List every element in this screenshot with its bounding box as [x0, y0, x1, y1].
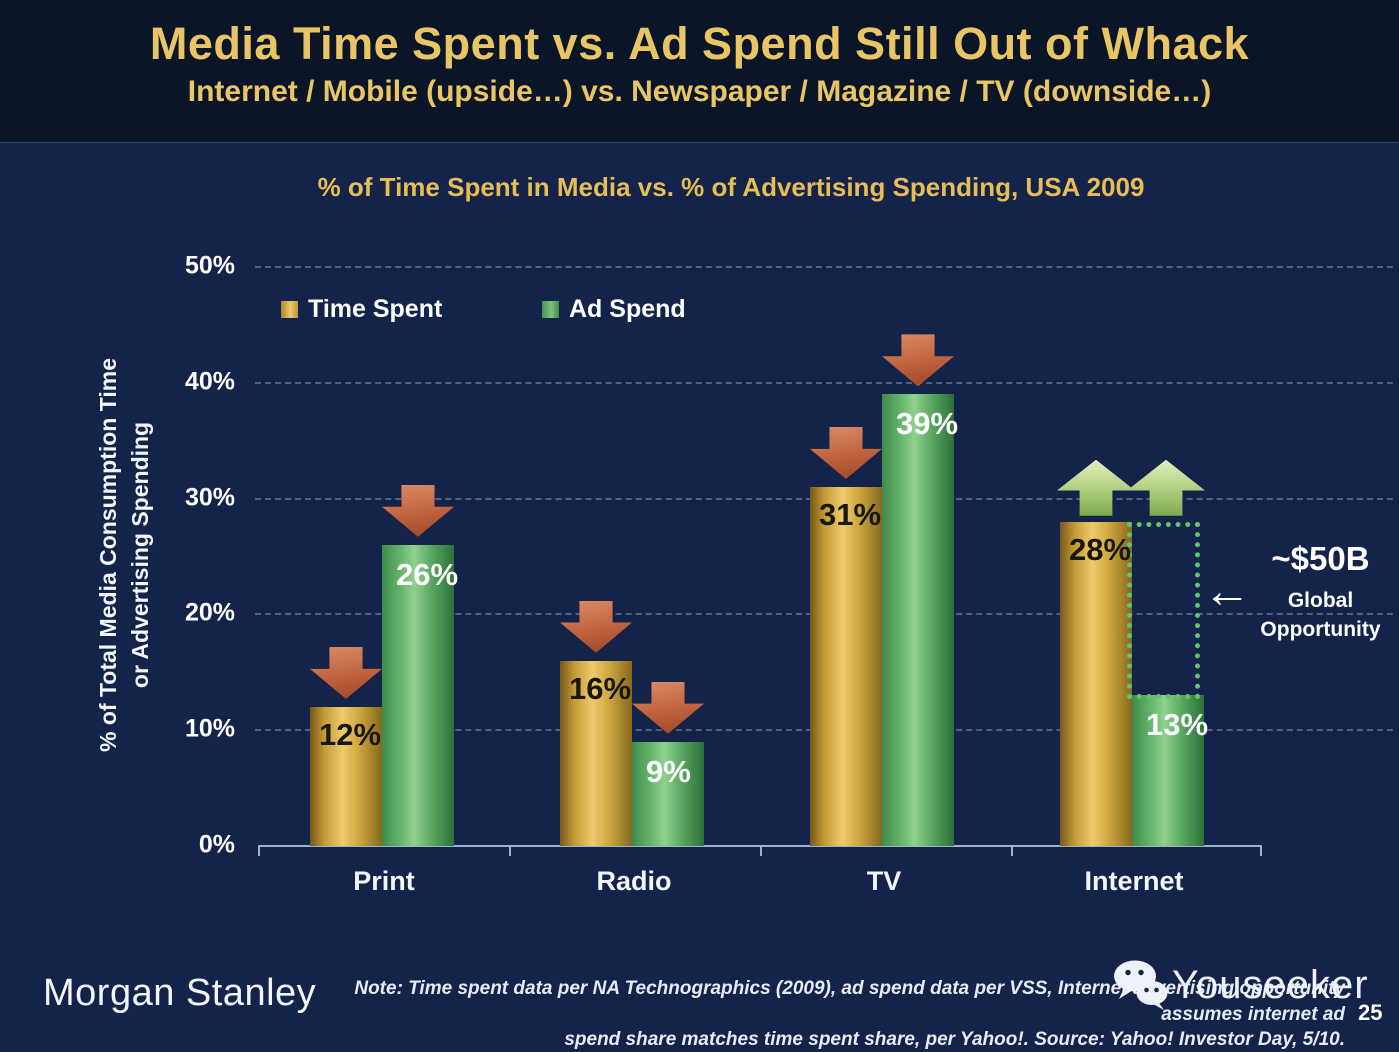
page-number: 25 [1358, 1000, 1383, 1025]
slide-title: Media Time Spent vs. Ad Spend Still Out … [149, 18, 1250, 69]
value-label-time-spent-radio: 16% [569, 670, 632, 706]
bar-ad-spend-internet [1132, 695, 1204, 846]
y-tick-label: 10% [184, 714, 235, 743]
down-arrow-icon [632, 681, 704, 734]
bar-ad-spend-tv [882, 394, 954, 846]
watermark: Youseeker [1112, 960, 1369, 1010]
category-label-radio: Radio [596, 866, 672, 896]
down-arrow-icon [810, 427, 882, 480]
value-label-ad-spend-tv: 39% [896, 406, 959, 442]
ad-spend-swatch-icon [542, 301, 559, 318]
x-axis-tick [258, 845, 260, 856]
legend-label-time-spent: Time Spent [308, 295, 443, 323]
category-label-internet: Internet [1084, 866, 1184, 896]
x-axis-tick [1260, 845, 1262, 856]
legend-label-ad-spend: Ad Spend [569, 295, 686, 323]
opportunity-value: ~$50B [1271, 540, 1370, 577]
watermark-text: Youseeker [1172, 962, 1369, 1007]
source-note-line1: Note: Time spent data per NA Technograph… [354, 978, 1345, 1025]
bar-time-spent-tv [810, 487, 882, 846]
value-label-ad-spend-radio: 9% [646, 753, 691, 789]
opportunity-line1: Global [1287, 589, 1354, 612]
left-arrow-icon: ← [1203, 565, 1251, 618]
bar-time-spent-radio [560, 660, 632, 846]
slide-header: Media Time Spent vs. Ad Spend Still Out … [0, 0, 1399, 143]
bar-time-spent-internet [1060, 521, 1132, 846]
y-tick-label: 20% [184, 598, 235, 627]
y-axis-title-line1: % of Total Media Consumption Time [95, 358, 121, 752]
opportunity-annotation: ~$50B Global Opportunity [1238, 540, 1399, 645]
value-label-time-spent-internet: 28% [1069, 531, 1132, 567]
value-label-ad-spend-print: 26% [396, 556, 459, 592]
bar-time-spent-print [310, 707, 382, 846]
category-label-tv: TV [866, 866, 902, 896]
chart-title: % of Time Spent in Media vs. % of Advert… [317, 172, 1145, 202]
slide-subtitle: Internet / Mobile (upside…) vs. Newspape… [187, 75, 1212, 108]
opportunity-line2: Opportunity [1260, 618, 1381, 642]
y-axis-title-line2: or Advertising Spending [126, 421, 153, 689]
y-tick-label: 30% [184, 482, 235, 511]
down-arrow-icon [382, 484, 454, 537]
legend-item-time-spent: Time Spent [281, 295, 442, 324]
y-tick-label: 40% [184, 367, 235, 396]
down-arrow-icon [882, 334, 954, 387]
y-tick-label: 50% [184, 251, 235, 280]
value-label-ad-spend-internet: 13% [1146, 707, 1209, 743]
bar-ad-spend-radio [632, 741, 704, 846]
x-axis-tick [509, 845, 511, 856]
source-note-line2: spend share matches time spent share, pe… [564, 1029, 1345, 1051]
wechat-icon [1114, 960, 1168, 1010]
down-arrow-icon [560, 600, 632, 653]
down-arrow-icon [310, 647, 382, 700]
up-arrow-icon [1057, 459, 1135, 516]
time-spent-swatch-icon [281, 301, 298, 318]
category-label-print: Print [353, 866, 415, 896]
opportunity-gap-dotted-box [1127, 522, 1200, 699]
value-label-time-spent-tv: 31% [819, 497, 882, 533]
value-label-time-spent-print: 12% [319, 717, 382, 753]
gridline-50% [255, 266, 1393, 268]
y-axis-title: % of Total Media Consumption Time or Adv… [93, 235, 157, 875]
x-axis-tick [760, 845, 762, 856]
source-note: Note: Time spent data per NA Technograph… [305, 976, 1345, 1052]
legend-item-ad-spend: Ad Spend [542, 295, 686, 324]
morgan-stanley-logo: Morgan Stanley [43, 972, 317, 1014]
y-tick-label: 0% [198, 830, 235, 859]
up-arrow-icon [1127, 459, 1205, 516]
gridline-40% [255, 381, 1393, 384]
bar-ad-spend-print [382, 544, 454, 846]
x-axis-tick [1011, 845, 1013, 856]
